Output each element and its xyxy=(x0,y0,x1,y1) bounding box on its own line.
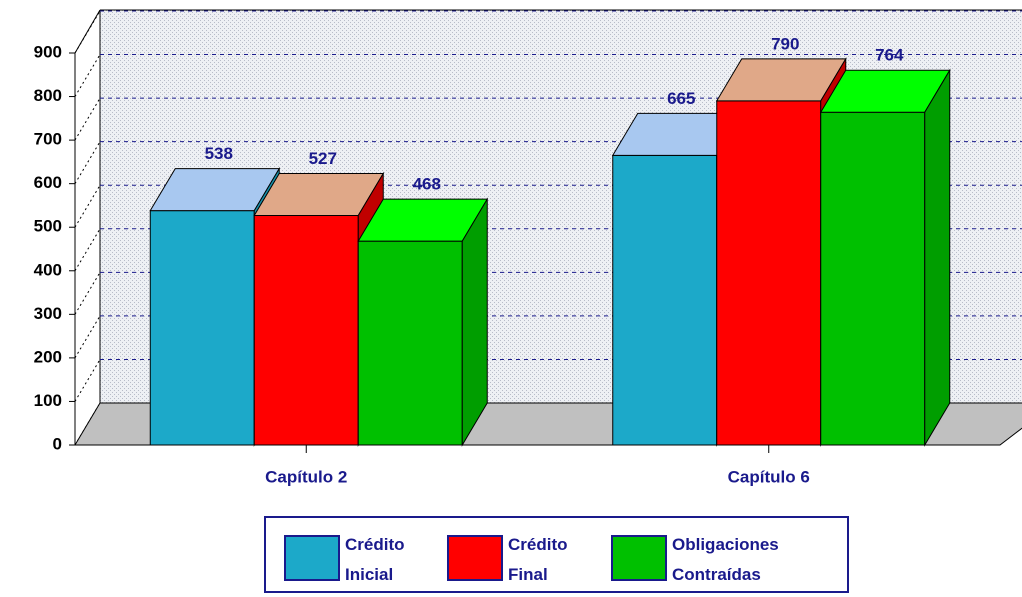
bar-front xyxy=(149,210,255,446)
y-tick-label: 300 xyxy=(34,304,62,323)
bar-front xyxy=(357,240,463,446)
legend-label: Crédito Inicial xyxy=(345,535,409,584)
legend-swatch xyxy=(611,535,667,581)
bar-front xyxy=(820,111,926,446)
grid-line xyxy=(74,54,101,97)
value-label: 665 xyxy=(667,89,695,108)
y-tick-label: 600 xyxy=(34,173,62,192)
legend-label: Crédito Final xyxy=(508,535,572,584)
bar-front xyxy=(716,100,822,446)
grid-line xyxy=(74,272,101,315)
legend-swatch xyxy=(447,535,503,581)
legend-swatch xyxy=(284,535,340,581)
bar xyxy=(819,68,951,447)
bar-side xyxy=(924,68,951,447)
grid-line xyxy=(74,141,101,184)
y-tick-label: 100 xyxy=(34,391,62,410)
grid-line xyxy=(74,359,101,402)
grid-line xyxy=(74,315,101,359)
y-tick-label: 200 xyxy=(34,347,62,366)
y-tick-label: 400 xyxy=(34,260,62,279)
y-tick-label: 700 xyxy=(34,130,62,149)
bar-front xyxy=(612,154,718,446)
value-label: 790 xyxy=(771,34,799,53)
y-tick-label: 0 xyxy=(53,434,62,453)
grid-line xyxy=(74,184,101,228)
x-tick-label: Capítulo 2 xyxy=(265,467,347,486)
value-label: 764 xyxy=(875,46,904,65)
y-tick-label: 900 xyxy=(34,42,62,61)
bar-front xyxy=(253,214,359,446)
bar xyxy=(357,197,489,447)
x-tick-label: Capítulo 6 xyxy=(728,467,810,486)
grid-line xyxy=(74,97,101,141)
value-label: 527 xyxy=(309,149,337,168)
y-tick-label: 500 xyxy=(34,217,62,236)
grid-line xyxy=(74,228,101,272)
grid-line xyxy=(74,10,101,54)
value-label: 538 xyxy=(205,144,233,163)
legend-box xyxy=(264,516,849,593)
bar-side xyxy=(461,197,488,447)
wall-edge xyxy=(74,9,101,54)
y-tick-label: 800 xyxy=(34,86,62,105)
legend-label: Obligaciones Contraídas xyxy=(672,535,783,584)
value-label: 468 xyxy=(413,175,441,194)
